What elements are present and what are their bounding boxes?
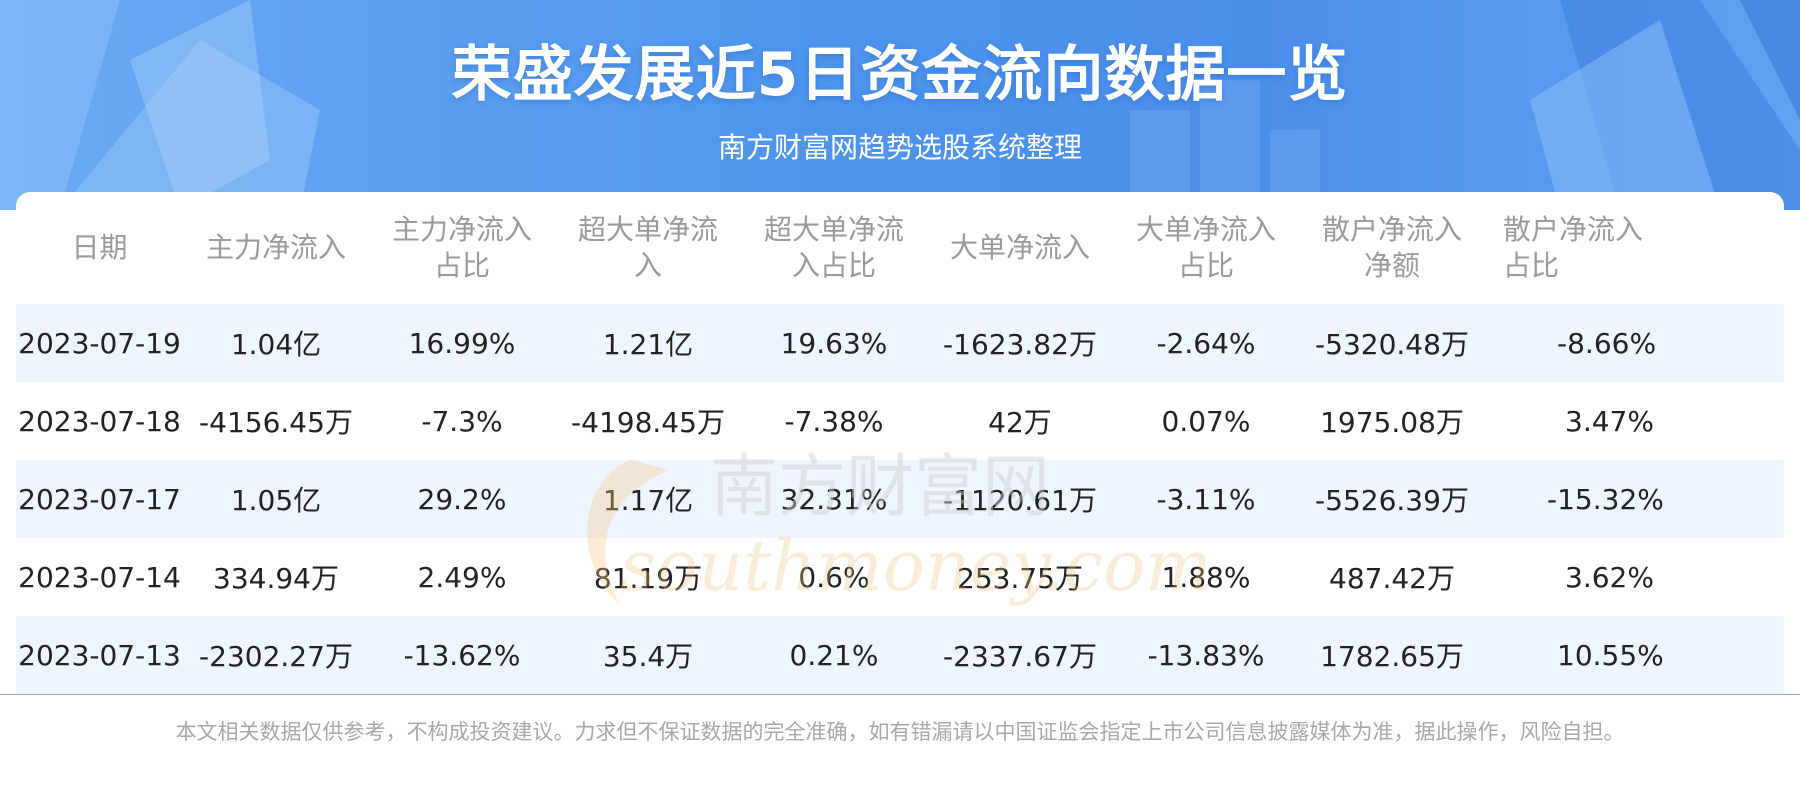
table-cell: 3.47% bbox=[1485, 382, 1784, 460]
column-header: 超大单净流 入占比 bbox=[763, 213, 904, 282]
table-cell: 1.05亿 bbox=[183, 460, 369, 538]
table-cell: -4198.45万 bbox=[555, 382, 741, 460]
table-cell: -3.11% bbox=[1113, 460, 1299, 538]
column-header: 大单净流入 bbox=[949, 231, 1090, 264]
table-cell: -13.62% bbox=[369, 616, 555, 694]
table-cell: 1.17亿 bbox=[555, 460, 741, 538]
fund-flow-table: 日期 主力净流入 主力净流入 占比 超大单净流入 超大单净流 入占比 大单净流入 大… bbox=[16, 192, 1784, 694]
table-cell: 1782.65万 bbox=[1299, 616, 1485, 694]
table-cell: -1623.82万 bbox=[927, 304, 1113, 382]
table-cell: 2023-07-19 bbox=[16, 304, 183, 382]
table-cell: 42万 bbox=[927, 382, 1113, 460]
table-row: 2023-07-13 -2302.27万 -13.62% 35.4万 0.21%… bbox=[16, 616, 1784, 694]
table-cell: 3.62% bbox=[1485, 538, 1784, 616]
table-cell: -2337.67万 bbox=[927, 616, 1113, 694]
column-header: 主力净流入 占比 bbox=[391, 213, 532, 282]
table-cell: -2.64% bbox=[1113, 304, 1299, 382]
table-header-row: 日期 主力净流入 主力净流入 占比 超大单净流入 超大单净流 入占比 大单净流入 大… bbox=[16, 192, 1784, 304]
column-header: 主力净流入 bbox=[205, 231, 346, 264]
table-cell: 19.63% bbox=[741, 304, 927, 382]
column-header: 大单净流入 占比 bbox=[1135, 213, 1276, 282]
table-row: 2023-07-19 1.04亿 16.99% 1.21亿 19.63% -16… bbox=[16, 304, 1784, 382]
table-cell: 253.75万 bbox=[927, 538, 1113, 616]
table-cell: -7.38% bbox=[741, 382, 927, 460]
header-banner: 荣盛发展近5日资金流向数据一览 南方财富网趋势选股系统整理 bbox=[0, 0, 1800, 210]
table-cell: 0.07% bbox=[1113, 382, 1299, 460]
table-cell: 2.49% bbox=[369, 538, 555, 616]
column-header: 散户净流入 净额 bbox=[1321, 213, 1462, 282]
table-cell: 1.88% bbox=[1113, 538, 1299, 616]
footer-divider bbox=[0, 694, 1800, 695]
table-cell: 1.04亿 bbox=[183, 304, 369, 382]
table-cell: -13.83% bbox=[1113, 616, 1299, 694]
column-header: 散户净流入 占比 bbox=[1503, 213, 1644, 282]
table-cell: 334.94万 bbox=[183, 538, 369, 616]
table-cell: 35.4万 bbox=[555, 616, 741, 694]
table-cell: 0.6% bbox=[741, 538, 927, 616]
table-cell: 2023-07-13 bbox=[16, 616, 183, 694]
table-cell: -1120.61万 bbox=[927, 460, 1113, 538]
table-cell: -5526.39万 bbox=[1299, 460, 1485, 538]
table-cell: -7.3% bbox=[369, 382, 555, 460]
table-row: 2023-07-17 1.05亿 29.2% 1.17亿 32.31% -112… bbox=[16, 460, 1784, 538]
disclaimer-text: 本文相关数据仅供参考，不构成投资建议。力求但不保证数据的完全准确，如有错漏请以中… bbox=[175, 720, 1625, 744]
table-cell: -2302.27万 bbox=[183, 616, 369, 694]
table-cell: 1975.08万 bbox=[1299, 382, 1485, 460]
table-cell: -5320.48万 bbox=[1299, 304, 1485, 382]
table-cell: 2023-07-17 bbox=[16, 460, 183, 538]
table-cell: -8.66% bbox=[1485, 304, 1784, 382]
table-cell: 10.55% bbox=[1485, 616, 1784, 694]
table-cell: 81.19万 bbox=[555, 538, 741, 616]
table-cell: 487.42万 bbox=[1299, 538, 1485, 616]
table-cell: 29.2% bbox=[369, 460, 555, 538]
table-cell: 1.21亿 bbox=[555, 304, 741, 382]
column-header: 日期 bbox=[71, 231, 128, 264]
table-cell: 0.21% bbox=[741, 616, 927, 694]
table-row: 2023-07-14 334.94万 2.49% 81.19万 0.6% 253… bbox=[16, 538, 1784, 616]
table-cell: -15.32% bbox=[1485, 460, 1784, 538]
column-header: 超大单净流入 bbox=[577, 213, 718, 282]
table-cell: 2023-07-14 bbox=[16, 538, 183, 616]
page-title: 荣盛发展近5日资金流向数据一览 bbox=[451, 40, 1349, 110]
table-row: 2023-07-18 -4156.45万 -7.3% -4198.45万 -7.… bbox=[16, 382, 1784, 460]
table-cell: 16.99% bbox=[369, 304, 555, 382]
table-cell: -4156.45万 bbox=[183, 382, 369, 460]
page-subtitle: 南方财富网趋势选股系统整理 bbox=[717, 131, 1082, 164]
table-cell: 2023-07-18 bbox=[16, 382, 183, 460]
table-cell: 32.31% bbox=[741, 460, 927, 538]
